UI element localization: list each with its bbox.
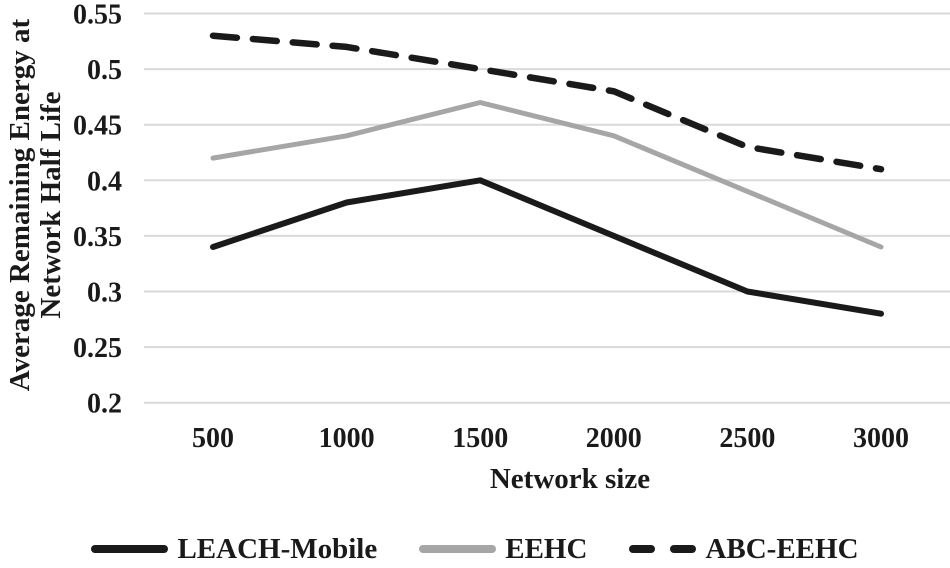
- x-tick-label: 2000: [586, 423, 642, 454]
- series-line-eehc: [210, 100, 884, 250]
- x-axis-title: Network size: [490, 463, 650, 495]
- legend-label: EEHC: [505, 532, 588, 565]
- x-tick-label: 2500: [719, 423, 775, 454]
- legend-item-abc-eehc: ABC-EEHC: [629, 532, 859, 566]
- plot-area: 0.55 0.5 0.45 0.4 0.35 0.3 0.25 0.2 500 1000 1500 2…: [4, 0, 950, 495]
- y-axis-title: Average Remaining Energy atNetwork Half …: [4, 18, 67, 391]
- x-tick-label: 1500: [452, 423, 508, 454]
- y-tick-label: 0.35: [73, 222, 122, 253]
- y-tick-label: 0.45: [73, 111, 122, 142]
- y-tick-label: 0.55: [73, 0, 122, 31]
- legend: LEACH-Mobile EEHC ABC-EEHC: [0, 530, 950, 568]
- dash-segment: [670, 545, 697, 553]
- legend-item-leach-mobile: LEACH-Mobile: [91, 533, 377, 566]
- legend-label: LEACH-Mobile: [177, 532, 378, 565]
- series-line-abc-eehc: [209, 32, 885, 173]
- series-line-leach-mobile: [210, 177, 884, 317]
- dash-segment: [629, 545, 656, 553]
- x-tick-label: 500: [192, 423, 234, 454]
- x-tick-label: 3000: [853, 423, 909, 454]
- y-tick-label: 0.4: [87, 166, 122, 197]
- y-tick-label: 0.25: [73, 333, 122, 364]
- y-tick-label: 0.2: [87, 389, 122, 420]
- legend-label: ABC-EEHC: [705, 532, 859, 565]
- dashed-black-line-swatch: [629, 545, 697, 553]
- solid-gray-line-swatch: [419, 545, 497, 553]
- solid-black-line-swatch: [91, 545, 169, 553]
- chart-svg: 0.55 0.5 0.45 0.4 0.35 0.3 0.25 0.2 500 1000 1500 2…: [4, 0, 950, 495]
- legend-item-eehc: EEHC: [419, 533, 587, 566]
- y-tick-label: 0.3: [87, 278, 122, 309]
- x-tick-label: 1000: [319, 423, 375, 454]
- y-tick-label: 0.5: [87, 55, 122, 86]
